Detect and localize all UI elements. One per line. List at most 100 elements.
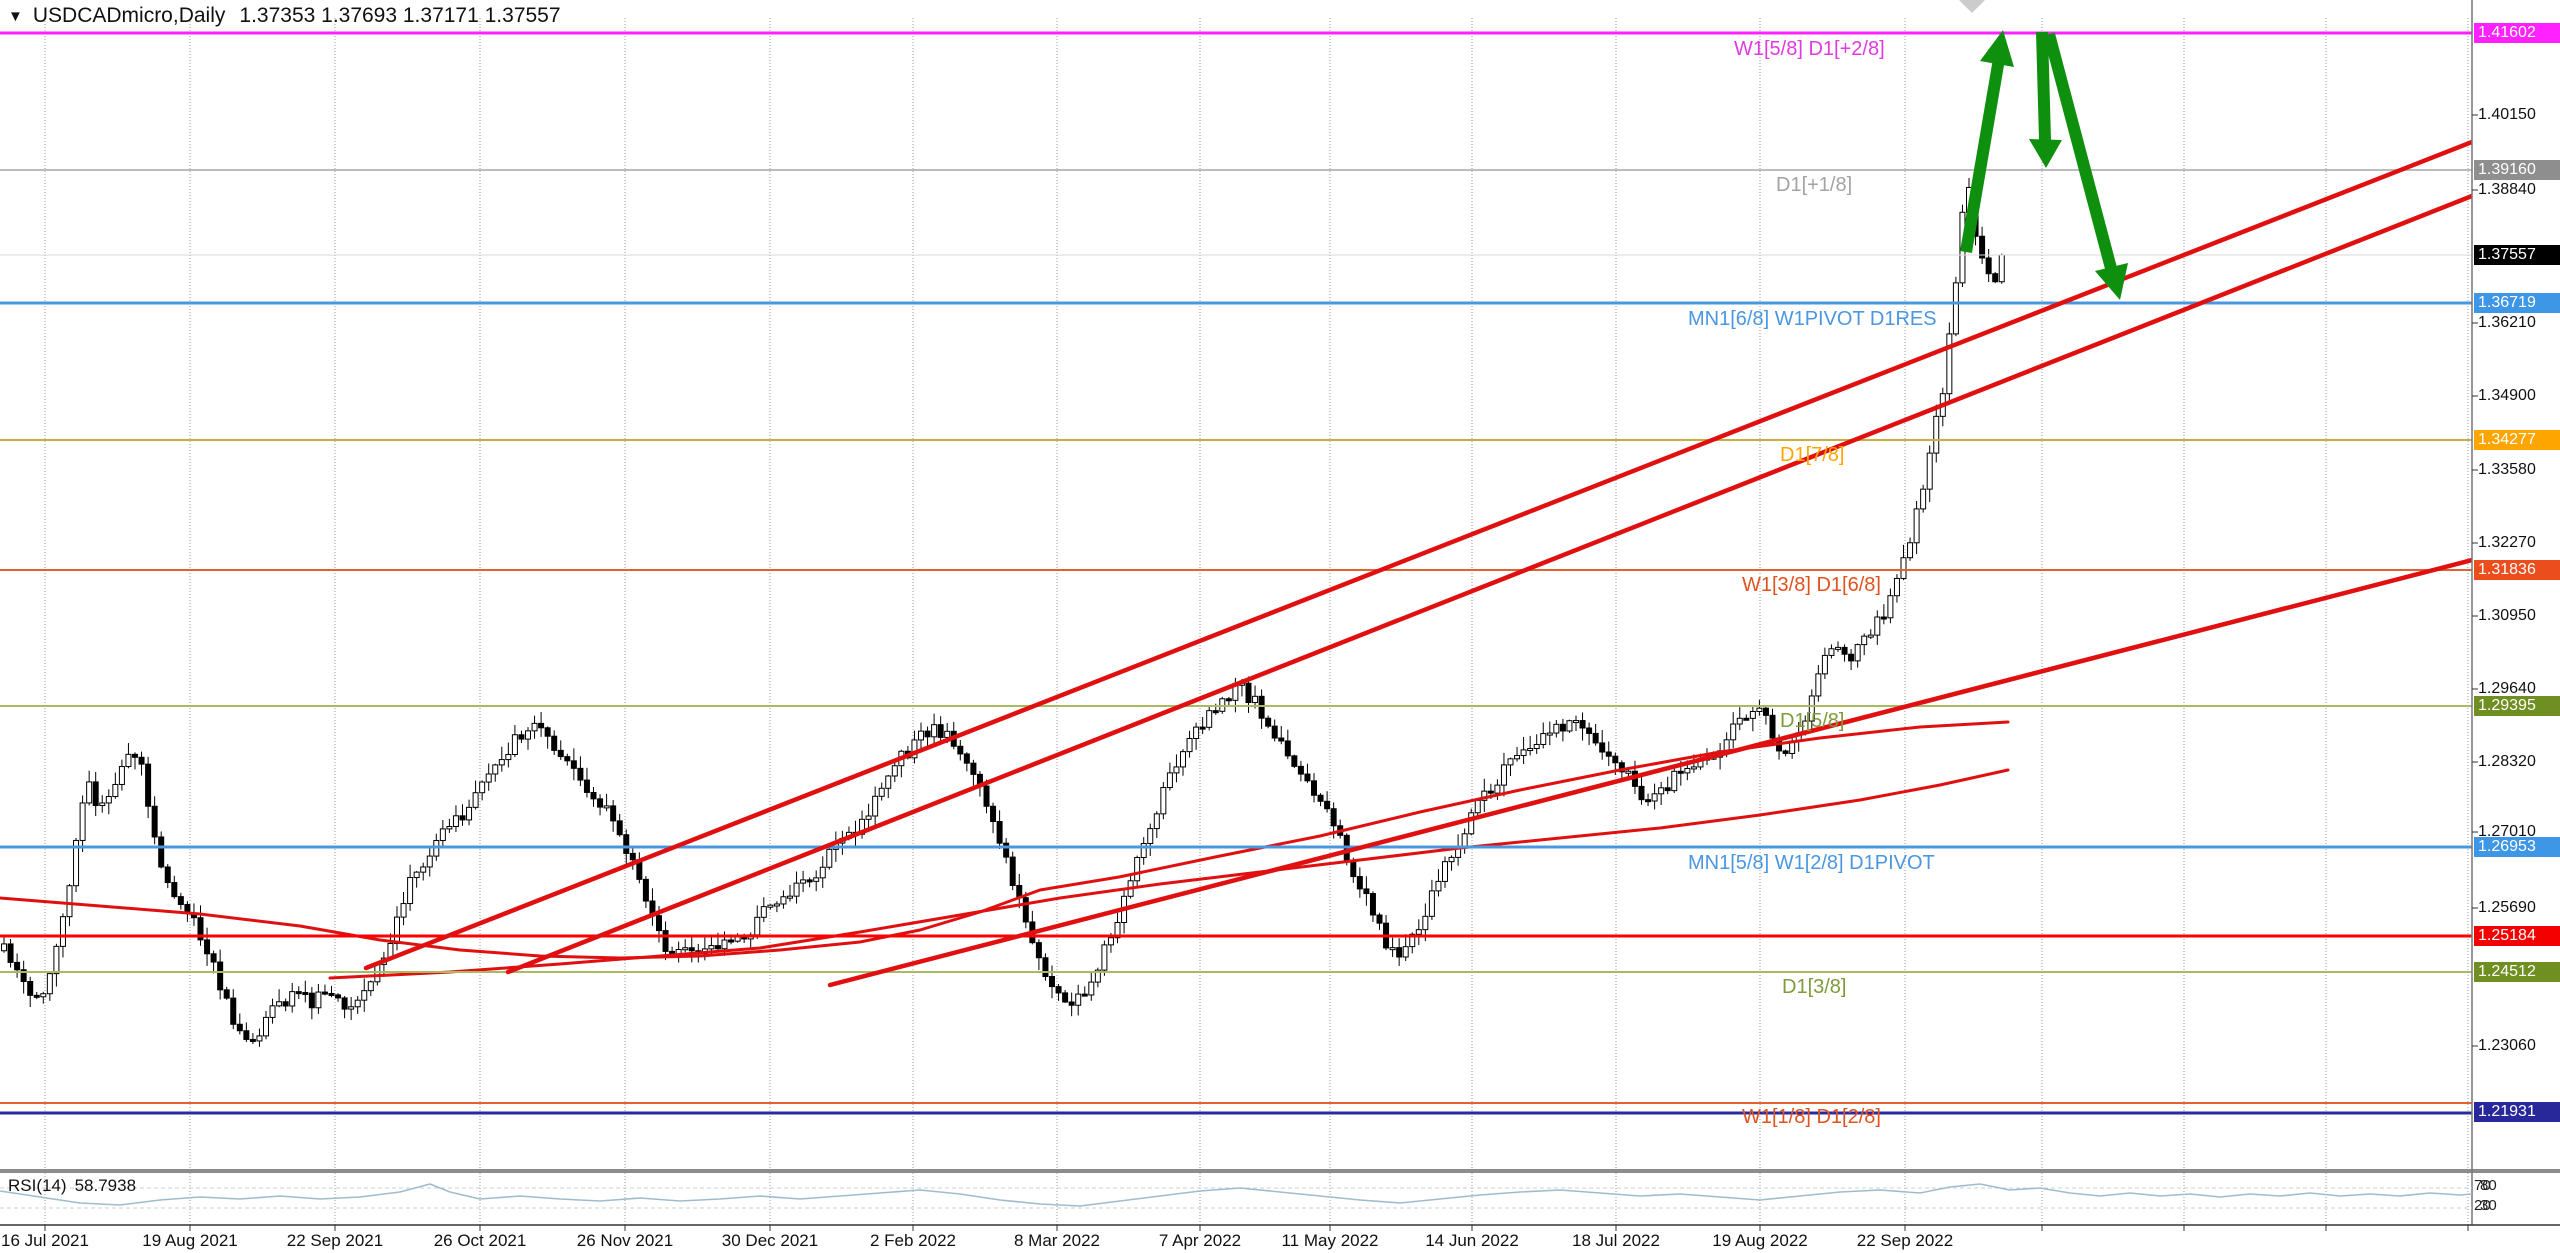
candle-body [125, 753, 132, 768]
candle-body [1147, 828, 1154, 845]
candle-body [590, 791, 597, 800]
candle-body [289, 991, 296, 1007]
candle-body [1756, 707, 1763, 712]
candle-body [603, 805, 610, 809]
candle-body [1887, 595, 1894, 619]
candle-body [1848, 653, 1855, 662]
candle-body [276, 1001, 283, 1007]
candle-body [970, 762, 977, 775]
candle-body [1828, 648, 1835, 656]
candle-body [1821, 654, 1828, 675]
candle-body [983, 785, 990, 807]
candle-body [1514, 755, 1521, 760]
candle-body [793, 882, 800, 897]
candle-body [7, 943, 14, 963]
candle-body [1389, 947, 1396, 951]
candle-body [1723, 739, 1730, 752]
candle-body [1730, 723, 1737, 741]
candle-body [963, 753, 970, 764]
candle-body [1507, 758, 1514, 766]
candle-body [1933, 415, 1940, 454]
candle-body [1671, 770, 1678, 792]
channel-lower[interactable] [505, 193, 2472, 975]
candle-body [315, 991, 322, 1009]
candle-body [1003, 842, 1010, 858]
candle-body [308, 992, 315, 1009]
candle-body [1481, 790, 1488, 801]
candle-body [269, 1005, 276, 1018]
down-arrow-short-head[interactable] [2029, 139, 2062, 168]
candle-body [1684, 767, 1691, 774]
candle-body [1651, 793, 1658, 802]
down-arrow-short-shaft[interactable] [2036, 31, 2051, 141]
candle-body [1861, 635, 1868, 646]
candle-body [1579, 720, 1586, 729]
candle-body [1094, 969, 1101, 983]
channel-upper[interactable] [363, 139, 2472, 971]
candle-body [328, 992, 335, 996]
candle-body [236, 1023, 243, 1032]
candle-body [145, 763, 152, 807]
candle-body [1835, 646, 1841, 650]
candle-body [1363, 888, 1370, 895]
candle-body [1618, 762, 1625, 773]
candle-body [760, 906, 767, 918]
candle-body [1952, 282, 1959, 335]
candle-body [295, 991, 302, 995]
pane-separator[interactable] [0, 1169, 2560, 1173]
candle-body [132, 753, 138, 758]
candle-body [1612, 755, 1619, 764]
candle-body [73, 839, 80, 887]
candle-body [282, 1001, 289, 1007]
down-arrow-long-head[interactable] [2095, 263, 2128, 300]
candle-body [865, 815, 872, 820]
candle-body [1749, 710, 1756, 719]
candle-body [99, 802, 106, 807]
candle-body [1193, 726, 1200, 739]
candle-body [918, 730, 924, 741]
up-arrow-shaft[interactable] [1960, 57, 2005, 254]
candle-body [911, 739, 918, 759]
candle-body [1173, 766, 1180, 774]
candle-body [570, 760, 577, 769]
candle-body [479, 781, 486, 794]
anchor-diamond-icon [1959, 0, 1985, 13]
candle-body [610, 805, 617, 822]
candle-body [1350, 859, 1357, 878]
candle-body [1893, 577, 1900, 597]
down-arrow-long-shaft[interactable] [2043, 32, 2118, 274]
candle-body [1435, 880, 1442, 892]
candle-body [46, 973, 53, 995]
candle-body [1782, 750, 1789, 754]
support-line[interactable] [827, 557, 2472, 988]
candle-body [806, 879, 813, 883]
candle-body [472, 792, 479, 808]
candle-body [1566, 720, 1573, 732]
candle-body [321, 991, 328, 995]
candle-body [996, 821, 1003, 844]
candle-body [583, 779, 590, 793]
candle-body [924, 730, 931, 738]
candle-body [302, 992, 309, 996]
candle-body [1638, 785, 1645, 801]
candle-body [1743, 717, 1750, 721]
candle-body [1468, 812, 1475, 835]
candle-body [682, 947, 689, 951]
up-arrow-head[interactable] [1980, 30, 2014, 67]
candle-body [1330, 808, 1337, 827]
candle-body [708, 945, 715, 950]
candle-body [243, 1030, 250, 1040]
candle-body [931, 724, 938, 738]
candle-body [341, 997, 348, 1010]
candle-body [623, 834, 630, 854]
candle-body [1841, 646, 1848, 655]
candle-body [1736, 717, 1743, 725]
candle-body [1225, 698, 1232, 702]
candle-body [426, 855, 433, 868]
candle-body [446, 826, 453, 830]
candle-body [597, 798, 604, 808]
candle-body [14, 961, 21, 971]
candle-body [1402, 946, 1409, 958]
candle-body [1396, 947, 1403, 958]
